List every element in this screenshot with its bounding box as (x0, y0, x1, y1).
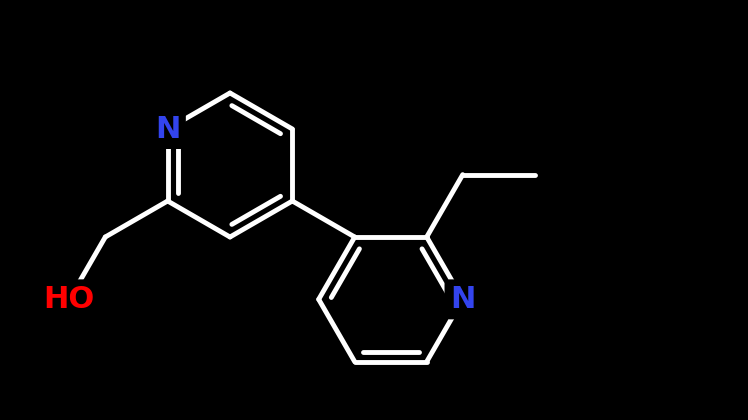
Text: N: N (450, 285, 476, 314)
Text: HO: HO (43, 285, 95, 314)
Text: N: N (155, 115, 180, 144)
